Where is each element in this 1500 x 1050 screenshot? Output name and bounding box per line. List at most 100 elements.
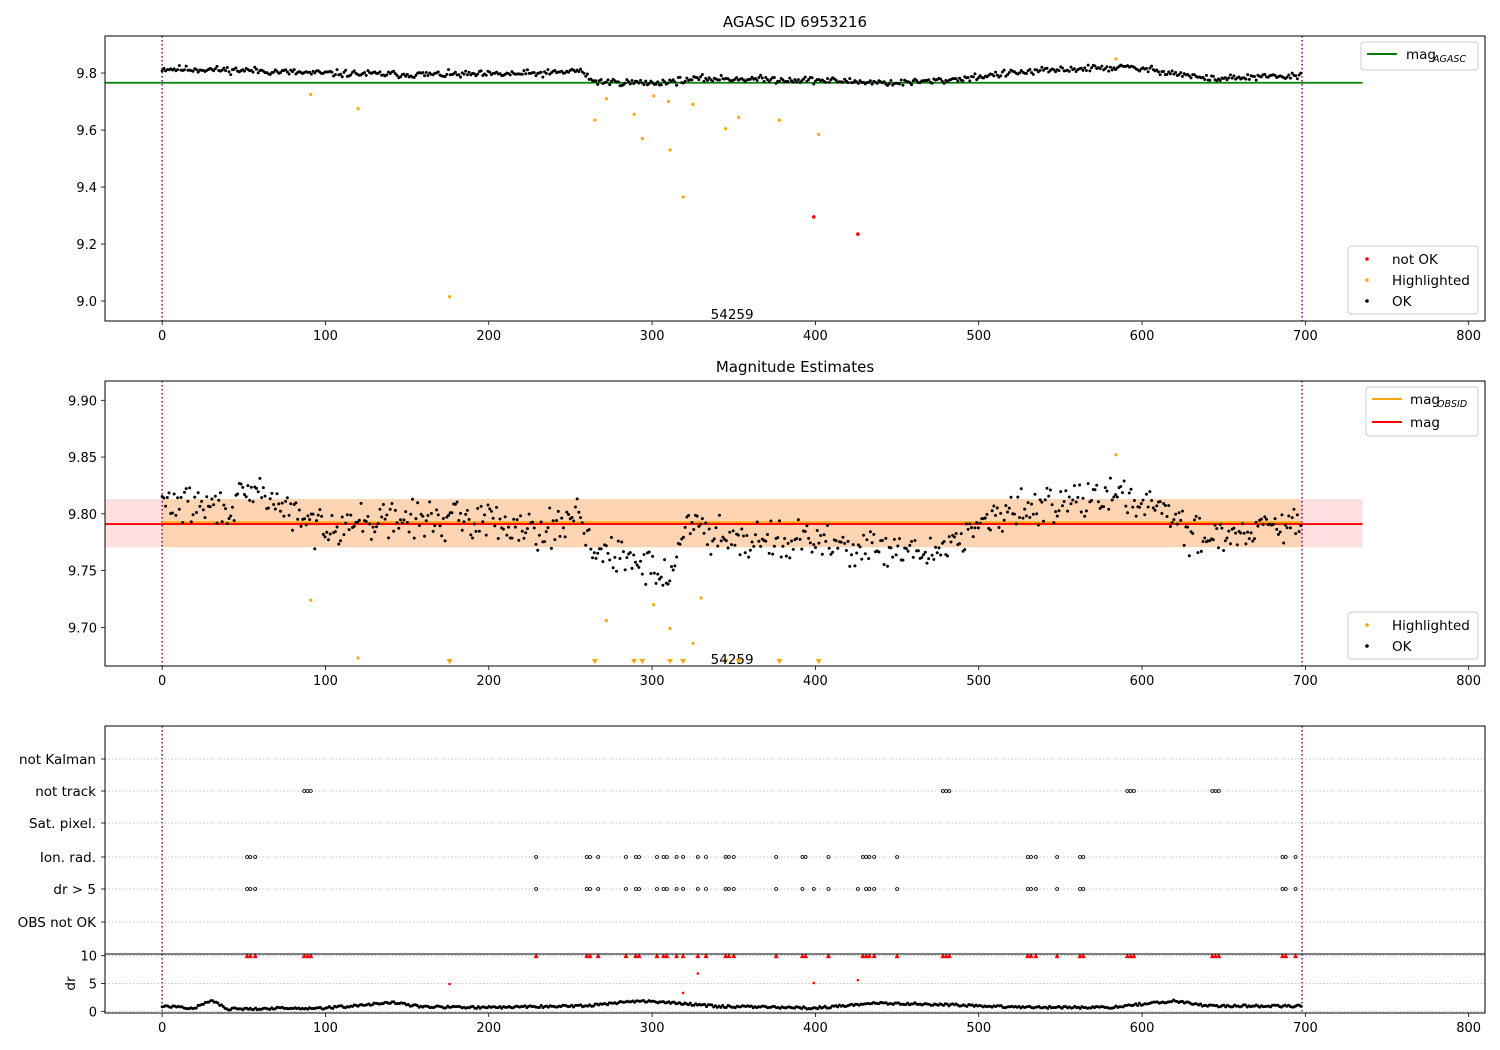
- ok-point: [627, 80, 631, 84]
- ok-point: [423, 74, 427, 78]
- ok-point: [942, 81, 946, 85]
- ok-point: [1165, 72, 1169, 76]
- ok-point: [834, 539, 838, 543]
- ok-point: [1124, 504, 1128, 508]
- ok-point: [423, 534, 427, 538]
- ok-point: [604, 544, 608, 548]
- dr-clipped-marker: [247, 953, 253, 959]
- ok-point: [551, 519, 555, 523]
- ok-point: [1054, 510, 1058, 514]
- dr-clipped-marker: [587, 953, 593, 959]
- ok-point: [827, 546, 831, 550]
- ok-point: [272, 70, 276, 74]
- ok-point: [995, 73, 999, 77]
- ok-point: [705, 78, 709, 82]
- ok-point: [673, 80, 677, 84]
- axes-frame: [104, 725, 1486, 955]
- ok-point: [1018, 71, 1022, 75]
- ok-point: [642, 82, 646, 86]
- flag-row-label: Sat. pixel.: [29, 816, 96, 832]
- ok-point: [738, 553, 742, 557]
- ok-point: [959, 532, 963, 536]
- ok-point: [1180, 509, 1184, 513]
- ok-point: [364, 73, 368, 77]
- ok-point: [1086, 482, 1090, 486]
- ok-point: [1110, 498, 1114, 502]
- ok-point: [642, 552, 646, 556]
- ok-point: [326, 538, 330, 542]
- ok-point: [338, 72, 342, 76]
- ok-point: [467, 70, 471, 74]
- ok-point: [712, 537, 716, 541]
- ok-point: [311, 512, 315, 516]
- dr-clipped-marker: [1209, 953, 1215, 959]
- ok-point: [548, 506, 552, 510]
- highlighted-point: [668, 148, 672, 152]
- ok-point: [1158, 73, 1162, 77]
- ok-point: [999, 74, 1003, 78]
- ok-point: [990, 509, 994, 513]
- ok-point: [625, 556, 629, 560]
- ok-point: [995, 506, 999, 510]
- dr-gt-5-flag-point: [704, 887, 708, 891]
- ok-point: [659, 575, 663, 579]
- ok-point: [611, 566, 615, 570]
- ok-point: [1232, 526, 1236, 530]
- ok-point: [580, 521, 584, 525]
- dr-clipped-marker: [863, 953, 869, 959]
- ok-point: [1189, 76, 1193, 80]
- ok-point: [958, 542, 962, 546]
- ok-point: [495, 505, 499, 509]
- x-tick-label: 500: [966, 674, 991, 689]
- ok-point: [729, 543, 733, 547]
- ok-point: [717, 513, 721, 517]
- highlighted-point: [1114, 57, 1118, 61]
- ok-point: [1182, 543, 1186, 547]
- ok-point: [433, 524, 437, 528]
- ion-rad-flag-point: [248, 855, 253, 859]
- ok-point: [203, 516, 207, 520]
- dr-high-point: [681, 991, 685, 995]
- ok-point: [699, 522, 703, 526]
- ok-point: [1079, 66, 1083, 70]
- ok-point: [755, 520, 759, 524]
- x-tick-label: 100: [313, 674, 338, 689]
- highlighted-below-range-marker: [446, 659, 453, 664]
- ok-point: [884, 536, 888, 540]
- ion-rad-flag-point: [253, 855, 258, 859]
- ok-point: [877, 550, 881, 554]
- ok-point: [481, 520, 485, 524]
- ok-point: [189, 520, 193, 524]
- dr-gt-5-flag-point: [867, 887, 872, 891]
- ok-point: [167, 491, 171, 495]
- y-tick-label: 9.85: [68, 451, 97, 466]
- legend-marker: [1365, 644, 1369, 648]
- x-tick-label: 600: [1130, 674, 1155, 689]
- ok-point: [520, 72, 524, 76]
- ok-point: [1103, 67, 1107, 71]
- y-tick-label: 9.8: [76, 67, 97, 82]
- ok-point: [1283, 523, 1287, 527]
- ok-point: [345, 513, 349, 517]
- ok-point: [275, 69, 279, 73]
- ok-point: [555, 519, 559, 523]
- ok-point: [637, 565, 641, 569]
- ok-point: [229, 514, 233, 518]
- ok-point: [928, 536, 932, 540]
- ok-point: [1052, 521, 1056, 525]
- highlighted-point: [681, 195, 685, 199]
- ion-rad-flag-point: [872, 855, 877, 859]
- legend-label: Highlighted: [1392, 273, 1470, 289]
- ok-point: [743, 551, 747, 555]
- ok-point: [338, 539, 342, 543]
- ok-point: [625, 78, 629, 82]
- ok-point: [323, 535, 327, 539]
- ok-point: [803, 75, 807, 79]
- ok-point: [702, 79, 706, 83]
- ok-point: [1218, 78, 1222, 82]
- dr-clipped-marker: [584, 953, 590, 959]
- ok-point: [1076, 495, 1080, 499]
- highlighted-below-range-marker: [776, 659, 783, 664]
- ok-point: [447, 513, 451, 517]
